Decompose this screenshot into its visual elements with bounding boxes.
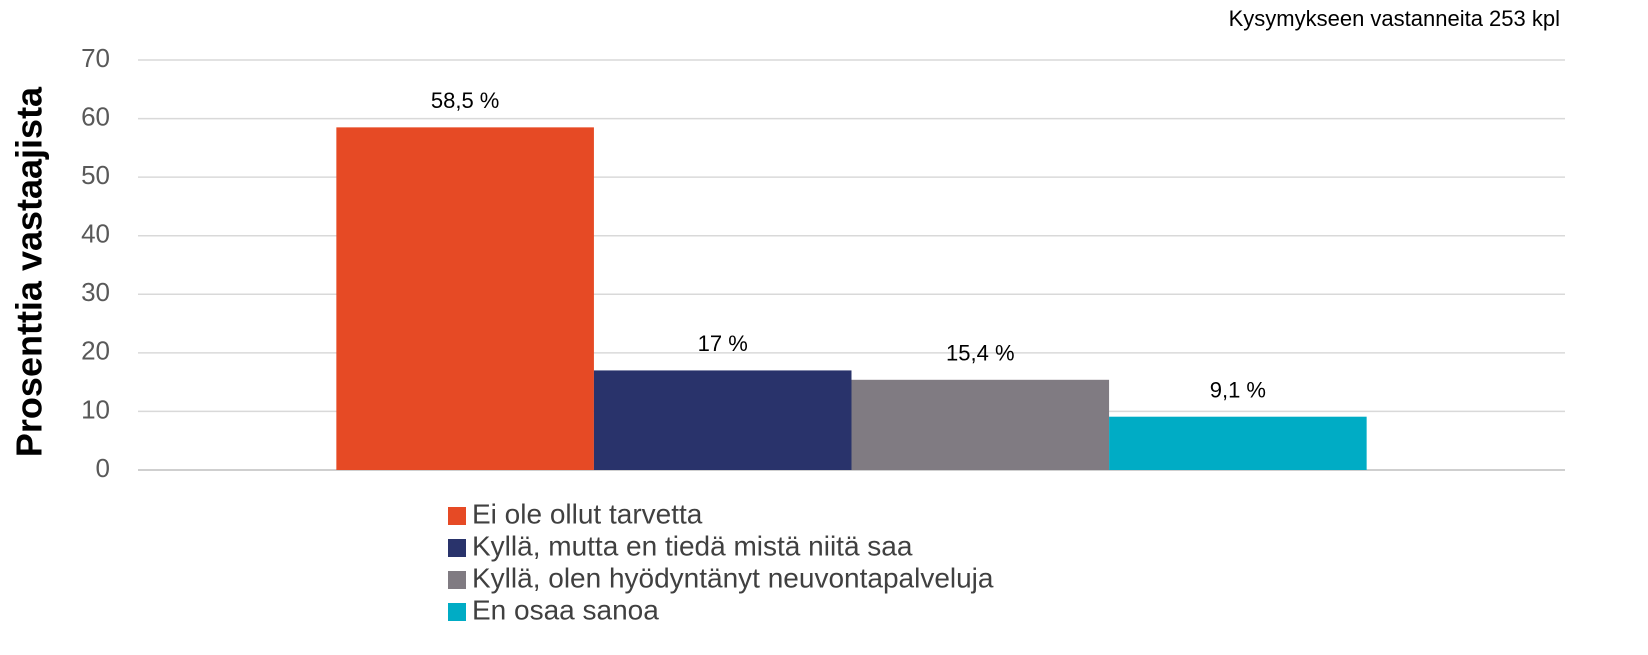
y-tick-label: 60 bbox=[81, 101, 110, 131]
legend-swatch bbox=[448, 571, 466, 589]
y-tick-label: 30 bbox=[81, 277, 110, 307]
legend-swatch bbox=[448, 603, 466, 621]
y-tick-label: 70 bbox=[81, 43, 110, 73]
bar bbox=[1109, 416, 1367, 470]
data-label: 58,5 % bbox=[431, 88, 500, 113]
bar bbox=[851, 379, 1110, 470]
legend-swatch bbox=[448, 507, 466, 525]
legend-label: En osaa sanoa bbox=[472, 594, 659, 625]
legend-swatch bbox=[448, 539, 466, 557]
y-tick-label: 40 bbox=[81, 219, 110, 249]
data-label: 15,4 % bbox=[946, 341, 1015, 366]
data-label: 17 % bbox=[698, 331, 748, 356]
y-tick-label: 50 bbox=[81, 160, 110, 190]
y-axis-title: Prosenttia vastaajista bbox=[9, 86, 50, 457]
legend-label: Ei ole ollut tarvetta bbox=[472, 498, 703, 529]
y-tick-label: 10 bbox=[81, 394, 110, 424]
y-tick-label: 0 bbox=[96, 453, 110, 483]
legend-label: Kyllä, olen hyödyntänyt neuvontapalveluj… bbox=[472, 562, 994, 593]
bar bbox=[593, 370, 852, 470]
bar bbox=[336, 127, 594, 470]
y-tick-label: 20 bbox=[81, 336, 110, 366]
data-label: 9,1 % bbox=[1210, 378, 1266, 403]
annotation: Kysymykseen vastanneita 253 kpl bbox=[1229, 6, 1560, 31]
legend-label: Kyllä, mutta en tiedä mistä niitä saa bbox=[472, 530, 913, 561]
